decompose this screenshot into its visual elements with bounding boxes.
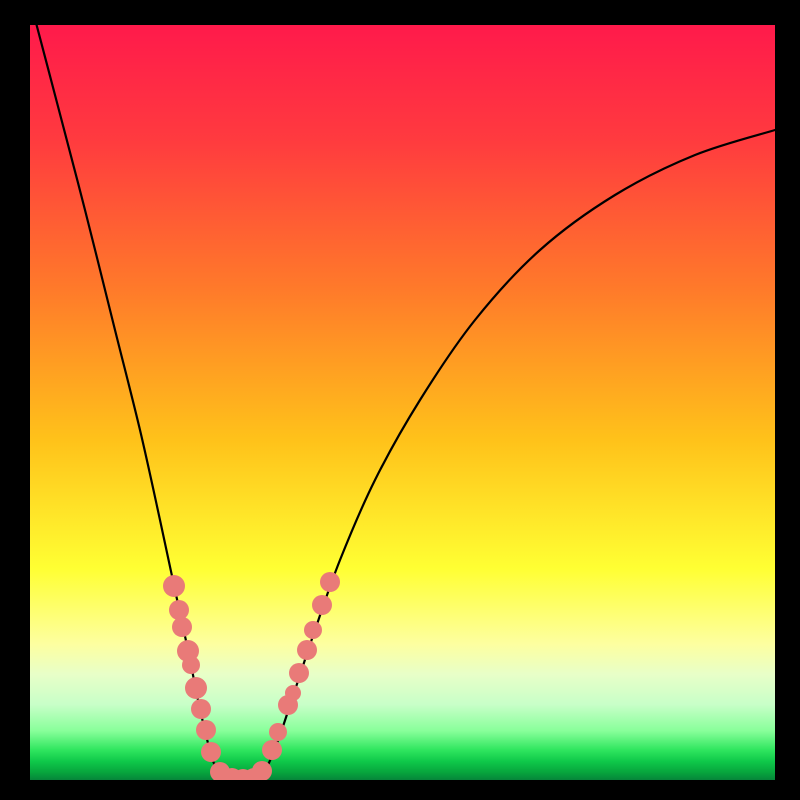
data-marker — [196, 720, 216, 740]
data-marker — [304, 621, 322, 639]
frame-right — [775, 0, 800, 800]
frame-bottom — [0, 780, 800, 800]
gradient-background — [30, 25, 775, 780]
data-marker — [252, 761, 272, 781]
data-marker — [185, 677, 207, 699]
data-marker — [201, 742, 221, 762]
frame-top — [0, 0, 800, 25]
data-marker — [285, 685, 301, 701]
data-marker — [182, 656, 200, 674]
data-marker — [312, 595, 332, 615]
frame-left — [0, 0, 30, 800]
data-marker — [191, 699, 211, 719]
data-marker — [320, 572, 340, 592]
data-marker — [269, 723, 287, 741]
data-marker — [169, 600, 189, 620]
data-marker — [262, 740, 282, 760]
data-marker — [297, 640, 317, 660]
bottleneck-chart — [0, 0, 800, 800]
data-marker — [163, 575, 185, 597]
data-marker — [289, 663, 309, 683]
data-marker — [172, 617, 192, 637]
